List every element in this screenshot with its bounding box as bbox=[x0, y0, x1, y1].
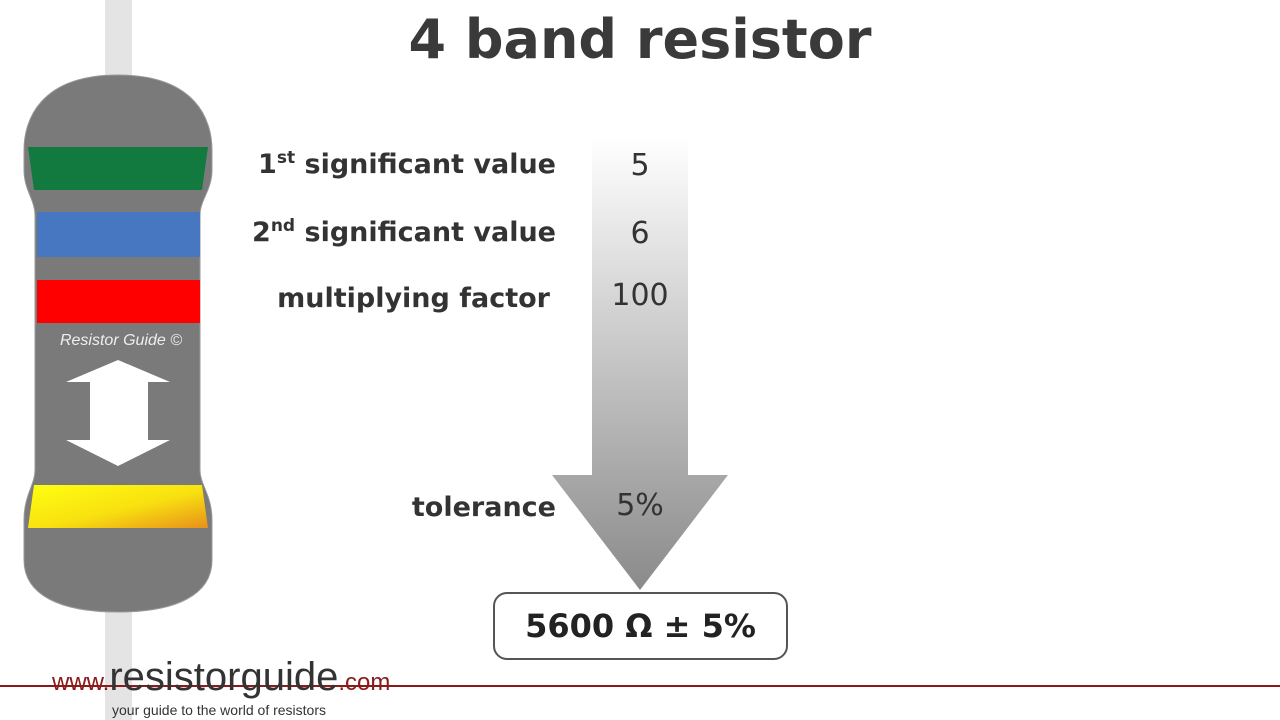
label-sup: st bbox=[276, 148, 296, 168]
page-title: 4 band resistor bbox=[408, 8, 872, 71]
band-4-gold bbox=[28, 485, 208, 528]
label-sup: nd bbox=[270, 216, 296, 236]
label-num: 1 bbox=[258, 149, 277, 180]
value-first-significant: 5 bbox=[630, 148, 650, 183]
label-rest: significant value bbox=[295, 217, 556, 248]
label-second-significant: 2nd significant value bbox=[36, 216, 556, 248]
watermark: Resistor Guide © bbox=[59, 332, 183, 349]
logo-www: www. bbox=[52, 669, 110, 696]
value-tolerance: 5% bbox=[616, 488, 664, 523]
tagline: your guide to the world of resistors bbox=[112, 702, 326, 718]
result-box: 5600 Ω ± 5% bbox=[493, 592, 788, 660]
logo-site: resistorguide bbox=[109, 655, 339, 699]
label-rest: significant value bbox=[295, 149, 556, 180]
resistor-body bbox=[23, 74, 213, 613]
value-multiplier: 100 bbox=[611, 278, 669, 313]
logo-com: .com bbox=[338, 669, 391, 696]
band-2-blue bbox=[37, 212, 200, 257]
flow-arrow bbox=[552, 138, 728, 590]
band-3-red bbox=[37, 280, 200, 323]
label-num: 2 bbox=[252, 217, 271, 248]
value-second-significant: 6 bbox=[630, 216, 650, 251]
band-1-green bbox=[28, 147, 208, 190]
label-first-significant: 1st significant value bbox=[36, 148, 556, 180]
site-logo: www.resistorguide.com bbox=[52, 655, 390, 700]
double-arrow-icon bbox=[66, 360, 170, 466]
label-multiplier: multiplying factor bbox=[277, 283, 550, 314]
label-tolerance: tolerance bbox=[411, 492, 556, 523]
